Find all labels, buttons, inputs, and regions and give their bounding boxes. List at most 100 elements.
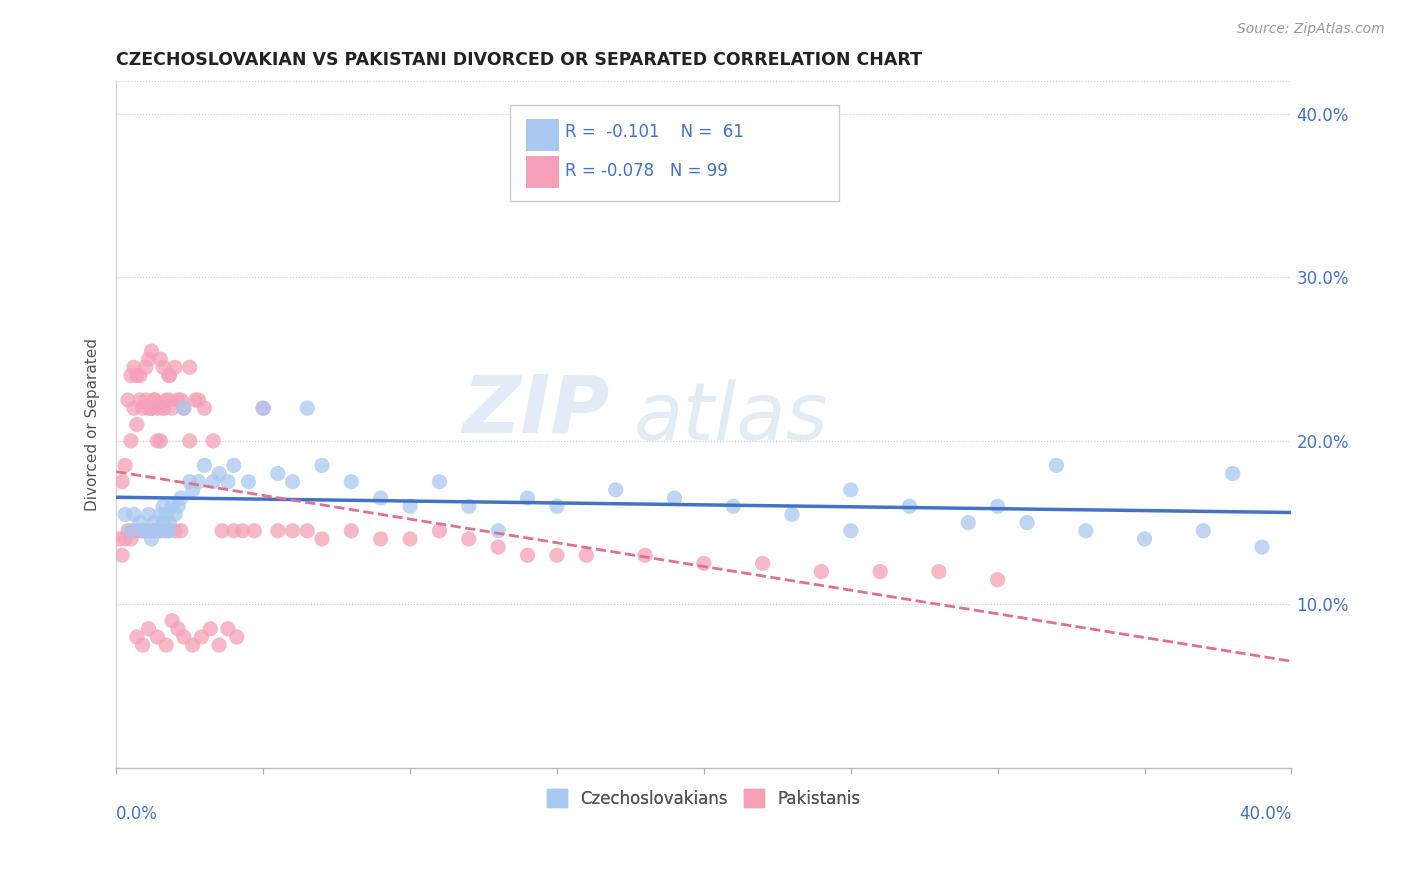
Text: R = -0.078   N = 99: R = -0.078 N = 99 [565,161,728,179]
Point [181,638,204,652]
Point [664,491,686,505]
Point [173,630,195,644]
Point [723,500,745,514]
Point [141,532,163,546]
Point [217,475,239,489]
Point [146,524,169,538]
Point [167,622,190,636]
Point [149,352,172,367]
Point [122,524,145,538]
Point [143,524,166,538]
Text: Source: ZipAtlas.com: Source: ZipAtlas.com [1237,22,1385,37]
Point [869,565,891,579]
Point [135,524,157,538]
Point [399,532,422,546]
Point [546,500,568,514]
Point [120,532,142,546]
Point [155,524,177,538]
Point [141,401,163,416]
Point [132,524,155,538]
Point [152,401,174,416]
Text: CZECHOSLOVAKIAN VS PAKISTANI DIVORCED OR SEPARATED CORRELATION CHART: CZECHOSLOVAKIAN VS PAKISTANI DIVORCED OR… [117,51,922,69]
Point [217,622,239,636]
Point [132,401,155,416]
Point [149,524,172,538]
Point [370,532,392,546]
Point [149,524,172,538]
Point [208,638,231,652]
Point [1251,540,1274,554]
FancyBboxPatch shape [526,156,560,187]
Point [187,392,209,407]
Point [125,368,148,383]
Point [281,524,304,538]
Point [1015,516,1038,530]
Point [184,392,207,407]
Point [1045,458,1067,473]
Point [128,392,150,407]
Point [114,458,136,473]
Point [125,524,148,538]
FancyBboxPatch shape [526,120,560,151]
Point [252,401,274,416]
Point [202,434,225,448]
Point [1133,532,1156,546]
Point [132,638,155,652]
Point [120,368,142,383]
Point [486,524,509,538]
Point [1222,467,1244,481]
Point [1074,524,1097,538]
Point [128,516,150,530]
Point [575,548,598,562]
Point [155,392,177,407]
Point [143,392,166,407]
Point [152,401,174,416]
Point [120,434,142,448]
Point [157,392,180,407]
Point [486,540,509,554]
Point [149,434,172,448]
Point [297,524,319,538]
Point [281,475,304,489]
Point [839,524,862,538]
Point [193,401,215,416]
Point [114,532,136,546]
Point [132,524,155,538]
Point [135,524,157,538]
Point [605,483,627,497]
Point [143,392,166,407]
Point [170,491,193,505]
Point [163,360,186,375]
Point [160,401,183,416]
Point [108,532,131,546]
Point [297,401,319,416]
Point [141,343,163,358]
Point [546,548,568,562]
Point [179,434,201,448]
Text: R =  -0.101    N =  61: R = -0.101 N = 61 [565,123,744,141]
Point [157,516,180,530]
Point [190,630,212,644]
Point [155,638,177,652]
Legend: Czechoslovakians, Pakistanis: Czechoslovakians, Pakistanis [540,783,868,814]
Point [163,524,186,538]
Point [987,573,1010,587]
Point [898,500,921,514]
Point [634,548,657,562]
Point [149,508,172,522]
Point [152,500,174,514]
Point [138,352,160,367]
Point [839,483,862,497]
Point [810,565,832,579]
Y-axis label: Divorced or Separated: Divorced or Separated [86,338,100,511]
Text: 0.0%: 0.0% [117,805,157,823]
Text: atlas: atlas [633,379,828,457]
Point [181,483,204,497]
Point [267,467,290,481]
Point [252,401,274,416]
Point [155,508,177,522]
Point [141,524,163,538]
Point [211,524,233,538]
Point [146,401,169,416]
Point [125,417,148,432]
